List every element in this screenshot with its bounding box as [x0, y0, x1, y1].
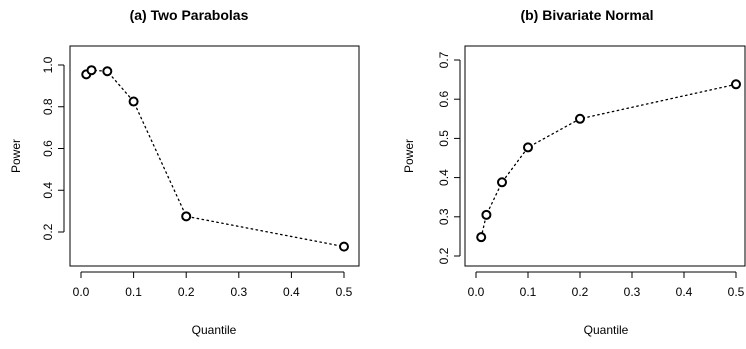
y-tick-label: 0.6 [41, 140, 55, 157]
series-layer [81, 65, 349, 252]
data-point [476, 232, 487, 243]
data-point [497, 177, 507, 188]
x-tick-label: 0.3 [230, 285, 247, 299]
x-axis: 0.0 0.1 0.2 0.3 0.4 0.5 [468, 271, 745, 299]
series-layer [476, 79, 741, 243]
y-axis: 0.2 0.3 0.4 0.5 0.6 0.7 [437, 51, 461, 264]
y-axis-label: Power [402, 139, 416, 173]
chart-title: (b) Bivariate Normal [520, 7, 653, 23]
y-tick-label: 0.6 [437, 91, 451, 108]
x-tick-label: 0.5 [728, 285, 745, 299]
data-point [339, 241, 349, 252]
data-point [181, 211, 192, 222]
x-tick-label: 0.1 [520, 285, 537, 299]
y-axis-label: Power [9, 139, 23, 173]
x-tick-label: 0.1 [125, 285, 142, 299]
x-axis-label: Quantile [192, 323, 237, 337]
x-tick-label: 0.4 [283, 285, 300, 299]
data-point [731, 79, 741, 90]
chart-panel-two-parabolas: (a) Two Parabolas 0.0 0.1 0.2 0.3 0.4 0.5 0.2… [9, 7, 360, 337]
y-tick-label: 0.3 [437, 208, 451, 225]
y-axis: 0.2 0.4 0.6 0.8 1.0 [41, 56, 65, 240]
plot-frame [69, 45, 360, 267]
data-point [523, 142, 533, 153]
x-axis-label: Quantile [584, 323, 629, 337]
x-tick-label: 0.2 [178, 285, 195, 299]
series-line [85, 69, 345, 248]
y-tick-label: 0.7 [437, 51, 451, 68]
y-tick-label: 0.8 [41, 98, 55, 115]
y-tick-label: 0.4 [437, 169, 451, 186]
x-tick-label: 0.5 [336, 285, 353, 299]
series-line [480, 83, 737, 238]
data-point [102, 66, 113, 77]
plot-frame [464, 45, 746, 267]
x-tick-label: 0.3 [624, 285, 641, 299]
y-tick-label: 0.5 [437, 130, 451, 147]
chart-panel-bivariate-normal: (b) Bivariate Normal 0.0 0.1 0.2 0.3 0.4 0.5 … [402, 7, 746, 337]
x-tick-label: 0.4 [676, 285, 693, 299]
x-axis: 0.0 0.1 0.2 0.3 0.4 0.5 [73, 271, 353, 299]
data-point [481, 209, 492, 220]
x-tick-label: 0.2 [572, 285, 589, 299]
x-tick-label: 0.0 [73, 285, 90, 299]
y-tick-label: 0.4 [41, 182, 55, 199]
data-point [86, 65, 97, 76]
y-tick-label: 0.2 [41, 223, 55, 240]
data-point [128, 96, 139, 107]
y-tick-label: 0.2 [437, 247, 451, 264]
y-tick-label: 1.0 [41, 56, 55, 73]
x-tick-label: 0.0 [468, 285, 485, 299]
data-point [575, 113, 585, 124]
chart-title: (a) Two Parabolas [130, 7, 249, 23]
